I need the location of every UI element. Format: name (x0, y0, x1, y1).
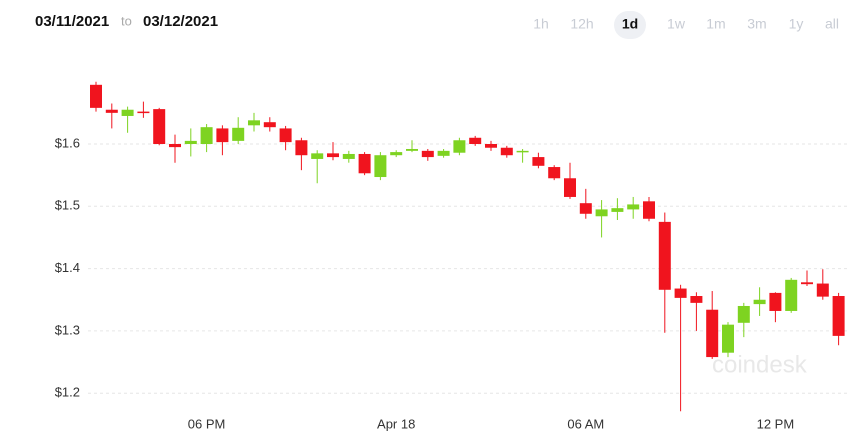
candle-body (611, 208, 624, 212)
candle-body (184, 140, 197, 144)
candle-body (737, 305, 750, 323)
candle-body (121, 109, 134, 116)
candle-body (500, 147, 513, 156)
range-button[interactable]: all (825, 16, 839, 32)
candle-body (516, 150, 529, 153)
candle-body (690, 296, 703, 303)
candle-body (627, 204, 640, 210)
candle-body (564, 178, 576, 197)
watermark: coindesk (712, 351, 808, 378)
candle-body (485, 144, 497, 148)
y-tick-label: $1.2 (55, 385, 80, 400)
candle-body (816, 283, 829, 297)
candle-body (358, 153, 371, 174)
candle-body (595, 209, 608, 217)
range-button[interactable]: 1h (533, 16, 549, 32)
candle-body (248, 120, 260, 126)
candle-body (706, 309, 719, 358)
range-button[interactable]: 12h (570, 16, 593, 32)
range-button[interactable]: 1y (789, 16, 804, 32)
candle-body (342, 153, 355, 159)
candle-body (643, 201, 655, 219)
range-button[interactable]: 3m (747, 16, 766, 32)
range-button[interactable]: 1w (667, 16, 686, 32)
start-date: 03/11/2021 (35, 13, 109, 30)
candle-body (658, 221, 671, 290)
date-separator: to (121, 13, 132, 28)
y-tick-label: $1.3 (55, 322, 80, 337)
candle-body (548, 167, 561, 179)
candle-body (327, 153, 339, 158)
y-tick-label: $1.6 (55, 135, 80, 150)
candle-body (674, 288, 687, 298)
candle-body (200, 127, 213, 144)
candle-body (216, 128, 229, 143)
range-button[interactable]: 1d (622, 16, 638, 32)
candle-body (169, 144, 181, 148)
candle-body (769, 292, 782, 311)
candle-body (311, 153, 324, 159)
candle-body (105, 109, 118, 113)
candle-body (263, 122, 276, 128)
candle-body (390, 152, 403, 156)
candle-body (832, 296, 845, 336)
candle-body (753, 299, 766, 305)
candle-body (232, 127, 245, 141)
y-tick-label: $1.4 (55, 260, 80, 275)
candle-body (579, 203, 592, 214)
candle-body (453, 140, 466, 153)
candle-body (406, 148, 418, 151)
end-date: 03/12/2021 (143, 13, 218, 30)
candle-body (421, 150, 434, 158)
candle-body (532, 157, 545, 166)
candle-body (279, 128, 292, 143)
candle-body (785, 279, 798, 311)
candle-body (295, 140, 308, 156)
range-button[interactable]: 1m (706, 16, 725, 32)
x-tick-label: 12 PM (757, 416, 795, 431)
x-tick-label: Apr 18 (377, 416, 415, 431)
candle-body (90, 84, 102, 108)
candle-body (801, 282, 813, 285)
candle-body (722, 324, 734, 353)
candle-body (469, 137, 482, 144)
candle-body (153, 109, 166, 144)
range-selected-bg (614, 11, 646, 39)
x-tick-label: 06 AM (567, 416, 604, 431)
x-tick-label: 06 PM (188, 416, 226, 431)
candle-body (137, 111, 150, 114)
y-tick-label: $1.5 (55, 198, 80, 213)
candle-body (374, 155, 387, 178)
candle-body (437, 150, 450, 156)
